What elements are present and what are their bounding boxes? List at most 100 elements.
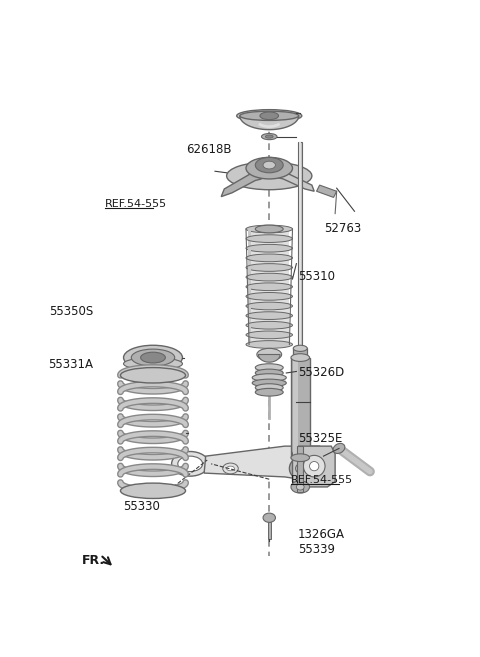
Ellipse shape <box>310 461 319 471</box>
Polygon shape <box>240 116 299 129</box>
Bar <box>297 446 303 492</box>
Bar <box>298 142 302 348</box>
Ellipse shape <box>246 254 292 261</box>
Polygon shape <box>277 173 314 191</box>
Ellipse shape <box>246 283 292 290</box>
Bar <box>249 286 289 296</box>
Bar <box>249 229 289 238</box>
Ellipse shape <box>246 321 292 329</box>
Bar <box>249 248 289 258</box>
Bar <box>248 335 251 344</box>
Text: 1326GA: 1326GA <box>298 528 345 541</box>
Text: REF.54-555: REF.54-555 <box>105 199 167 210</box>
Text: 55326D: 55326D <box>298 366 344 378</box>
Ellipse shape <box>291 454 310 461</box>
Ellipse shape <box>246 292 292 300</box>
Polygon shape <box>316 185 336 197</box>
Ellipse shape <box>291 481 310 493</box>
Ellipse shape <box>246 340 292 348</box>
Bar <box>248 296 251 306</box>
Text: 52763: 52763 <box>324 221 361 235</box>
Bar <box>293 348 307 357</box>
Ellipse shape <box>257 348 282 361</box>
Bar <box>249 315 289 325</box>
Ellipse shape <box>123 346 182 370</box>
Ellipse shape <box>172 451 209 476</box>
Ellipse shape <box>293 346 307 351</box>
Ellipse shape <box>237 110 302 122</box>
Bar <box>249 335 289 344</box>
Bar <box>249 296 289 306</box>
Bar <box>248 229 251 238</box>
Ellipse shape <box>255 384 283 392</box>
Ellipse shape <box>252 379 286 387</box>
Ellipse shape <box>246 244 292 252</box>
Ellipse shape <box>240 111 299 120</box>
Text: 55339: 55339 <box>298 543 335 556</box>
Text: 55331A: 55331A <box>48 358 94 371</box>
Ellipse shape <box>255 388 283 396</box>
Ellipse shape <box>262 133 277 140</box>
Ellipse shape <box>246 225 292 233</box>
Text: 55310: 55310 <box>298 269 335 283</box>
Bar <box>255 367 283 373</box>
Ellipse shape <box>246 235 292 242</box>
Ellipse shape <box>265 135 273 138</box>
Text: 55330: 55330 <box>123 500 160 513</box>
Ellipse shape <box>246 331 292 339</box>
Ellipse shape <box>246 158 292 179</box>
Ellipse shape <box>246 263 292 271</box>
Polygon shape <box>204 446 324 482</box>
Ellipse shape <box>260 112 278 120</box>
Text: REF.54-555: REF.54-555 <box>290 475 353 485</box>
Ellipse shape <box>296 464 305 473</box>
Ellipse shape <box>289 458 311 479</box>
Bar <box>291 357 310 458</box>
Bar <box>248 248 251 258</box>
Ellipse shape <box>252 374 286 382</box>
Bar <box>249 306 289 315</box>
Bar <box>249 277 289 286</box>
Bar <box>268 522 271 539</box>
Ellipse shape <box>255 225 283 233</box>
Bar <box>248 238 251 248</box>
Ellipse shape <box>223 463 238 474</box>
Polygon shape <box>292 446 335 487</box>
Text: 55325E: 55325E <box>298 432 342 445</box>
Bar <box>248 267 251 277</box>
Ellipse shape <box>120 367 186 383</box>
Ellipse shape <box>296 484 304 490</box>
Ellipse shape <box>227 162 312 190</box>
Bar <box>255 388 283 392</box>
Bar <box>248 306 251 315</box>
Ellipse shape <box>246 273 292 281</box>
Ellipse shape <box>227 466 234 471</box>
Ellipse shape <box>291 353 310 361</box>
Bar <box>249 325 289 335</box>
Ellipse shape <box>132 349 175 366</box>
Bar <box>248 258 251 267</box>
Ellipse shape <box>246 312 292 319</box>
Ellipse shape <box>333 443 345 453</box>
Ellipse shape <box>120 483 186 499</box>
Bar <box>248 277 251 286</box>
Bar <box>248 315 251 325</box>
Polygon shape <box>221 173 262 196</box>
Ellipse shape <box>303 455 325 477</box>
Text: 62618B: 62618B <box>186 143 231 156</box>
Ellipse shape <box>123 357 182 370</box>
Ellipse shape <box>255 364 283 371</box>
Ellipse shape <box>141 352 166 363</box>
Polygon shape <box>258 355 280 362</box>
Bar <box>299 142 300 348</box>
Bar <box>249 267 289 277</box>
Ellipse shape <box>293 355 307 361</box>
Bar <box>293 357 298 458</box>
Bar <box>249 238 289 248</box>
Ellipse shape <box>178 456 203 472</box>
Ellipse shape <box>263 513 276 522</box>
Ellipse shape <box>263 161 276 169</box>
Text: 55350S: 55350S <box>49 305 94 318</box>
Bar <box>249 258 289 267</box>
Bar <box>248 325 251 335</box>
